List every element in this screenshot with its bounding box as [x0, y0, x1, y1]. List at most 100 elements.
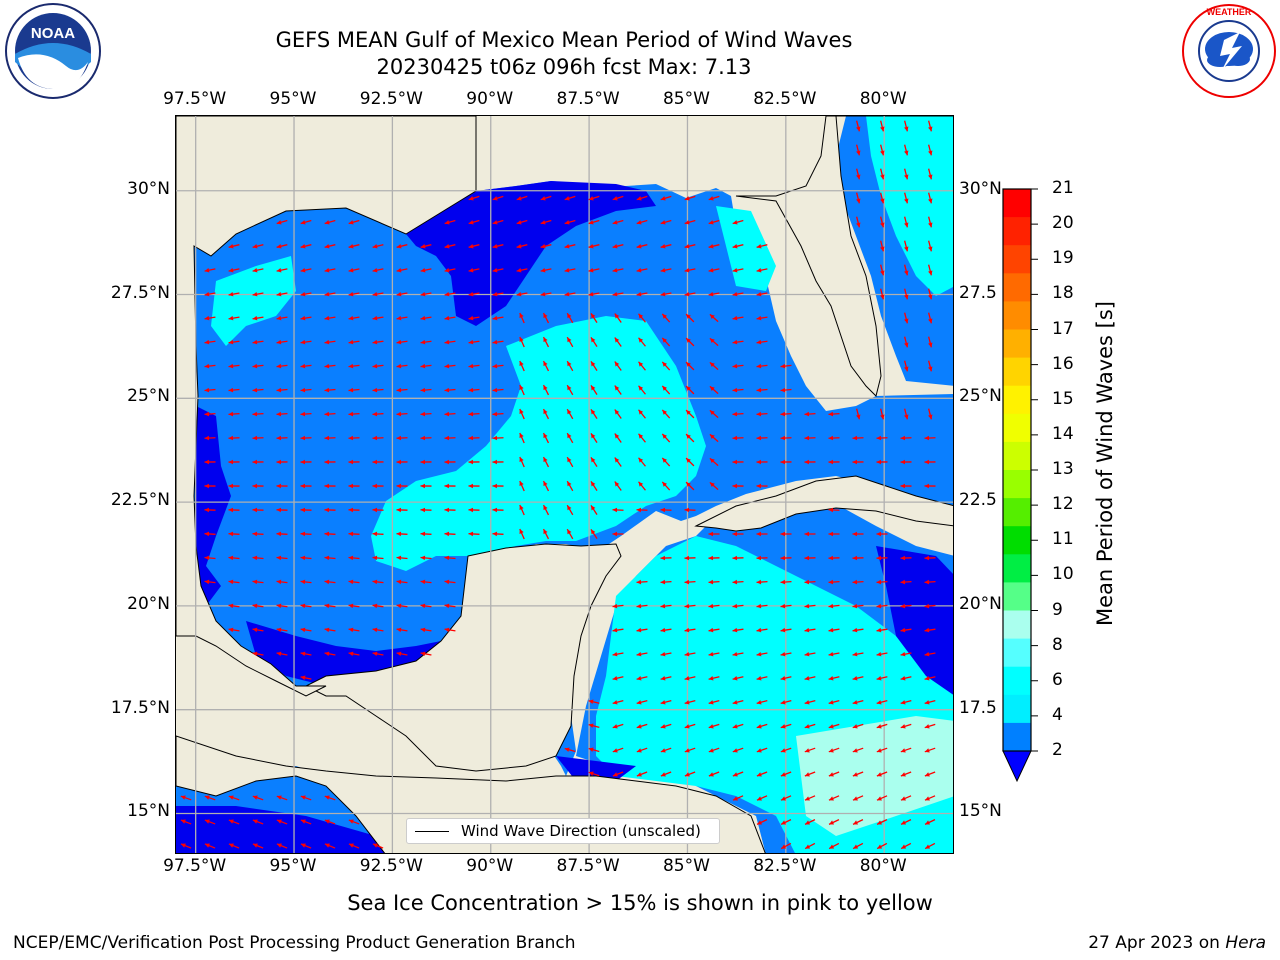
wave-arrow [732, 483, 744, 489]
wave-arrow [252, 555, 264, 561]
colorbar-segment [1003, 638, 1031, 668]
wave-arrow [708, 268, 720, 273]
wave-arrow [638, 481, 646, 491]
wave-arrow [252, 795, 264, 801]
wave-arrow [468, 268, 480, 273]
wave-arrow [856, 216, 861, 228]
wave-arrow [636, 651, 648, 657]
wave-arrow [708, 555, 720, 561]
wave-arrow [636, 291, 648, 297]
lat-label-right: 20°N [959, 593, 1002, 614]
wave-arrow [732, 603, 744, 609]
colorbar-segment [1003, 582, 1031, 611]
wave-arrow [928, 408, 933, 420]
wave-arrow [204, 339, 216, 345]
wave-arrow [904, 168, 909, 180]
colorbar-segment [1003, 385, 1031, 415]
wave-arrow [660, 676, 672, 681]
wave-arrow [468, 459, 480, 465]
wave-arrow [348, 579, 360, 585]
wave-arrow [804, 627, 816, 633]
wave-arrow [420, 555, 432, 561]
sea-field [176, 116, 953, 853]
wave-arrow [420, 291, 432, 297]
wave-arrow [780, 747, 792, 753]
wave-arrow [566, 480, 574, 492]
wave-arrow [708, 244, 720, 249]
wave-arrow [780, 842, 792, 850]
wave-arrow [708, 699, 720, 705]
wave-arrow [638, 409, 646, 419]
wave-arrow [348, 244, 360, 249]
wave-arrow [852, 747, 864, 753]
wave-arrow [685, 409, 695, 419]
wave-arrow [396, 244, 408, 249]
wave-arrow [636, 771, 648, 777]
wave-arrow [276, 363, 288, 369]
wave-arrow [880, 144, 885, 156]
wave-arrow [228, 291, 240, 297]
wave-arrow [252, 627, 264, 633]
wave-arrow [828, 531, 840, 537]
wave-arrow [685, 361, 695, 371]
lon-label-top: 80°W [859, 89, 907, 109]
wave-arrow [468, 195, 480, 201]
wave-arrow [516, 244, 528, 249]
wave-arrow [492, 219, 504, 225]
wave-arrow [228, 795, 240, 801]
wave-arrow [636, 507, 648, 513]
wave-arrow [420, 531, 432, 537]
wave-arrow [852, 819, 864, 825]
wave-arrow [804, 819, 816, 825]
wave-arrow [614, 385, 622, 395]
wave-arrow [492, 268, 504, 273]
wave-arrow [924, 555, 936, 561]
wave-arrow [876, 747, 888, 753]
caribbean-east-dark [876, 546, 953, 695]
lat-label-left: 20°N [127, 593, 170, 614]
wave-arrow [924, 651, 936, 657]
wave-arrow [708, 531, 720, 537]
wave-arrow [709, 457, 719, 467]
wave-arrow [564, 268, 576, 273]
wave-arrow [756, 627, 768, 633]
wave-arrow [324, 268, 336, 273]
wave-arrow [324, 387, 336, 393]
colorbar-segment [1003, 610, 1031, 640]
wave-arrow [804, 603, 816, 609]
colorbar-title: Mean Period of Wind Waves [s] [1093, 301, 1117, 626]
wave-arrow [492, 483, 504, 489]
wave-arrow [252, 843, 264, 849]
wave-arrow [732, 771, 744, 777]
wave-arrow [590, 337, 598, 347]
wave-arrow [444, 603, 456, 609]
wave-arrow [685, 433, 695, 443]
wave-arrow [468, 363, 480, 369]
wave-arrow [708, 676, 720, 681]
wave-arrow [420, 387, 432, 393]
wave-arrow [180, 819, 192, 825]
wave-arrow [780, 699, 792, 705]
wave-arrow [372, 843, 384, 849]
wave-arrow [900, 819, 912, 825]
wave-arrow [468, 435, 480, 441]
wave-arrow [828, 411, 840, 417]
wave-arrow [900, 771, 912, 777]
wave-arrow [708, 771, 720, 777]
wave-arrow [612, 507, 624, 513]
wave-arrow [396, 411, 408, 417]
wave-arrow [420, 507, 432, 513]
lon-label-top: 95°W [269, 89, 317, 109]
wave-arrow [880, 168, 885, 180]
wave-arrow [348, 483, 360, 489]
wave-arrow [756, 771, 768, 777]
wave-arrow [228, 627, 240, 633]
wave-arrow [228, 411, 240, 417]
wave-arrow [924, 819, 936, 825]
wave-arrow [876, 842, 888, 850]
wave-arrow [756, 244, 768, 249]
wave-arrow [372, 387, 384, 393]
wave-arrow [708, 627, 720, 633]
wave-arrow [636, 603, 648, 609]
wave-arrow [614, 481, 622, 491]
